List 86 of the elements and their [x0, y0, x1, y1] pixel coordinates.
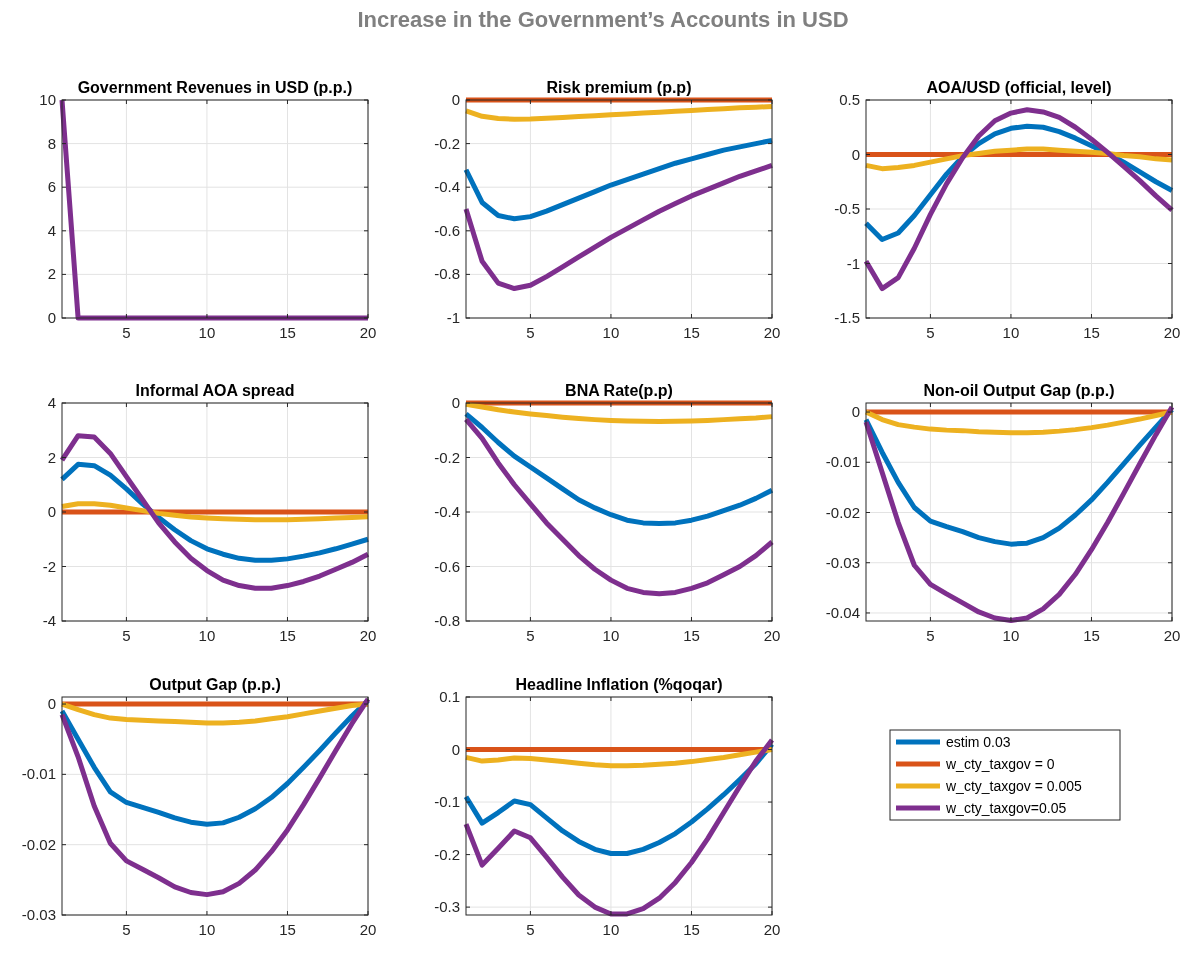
text: Increase in the Government’s Accounts in USD [357, 7, 849, 32]
y-tick-label: -0.4 [434, 503, 460, 520]
x-tick-label: 10 [198, 627, 216, 644]
y-tick-label: 4 [47, 221, 56, 239]
x-tick-label: 15 [1083, 627, 1100, 644]
y-tick-label: 0 [451, 394, 460, 411]
y-tick-label: 0.1 [439, 688, 460, 705]
chart-title: Output Gap (p.p.) [149, 676, 281, 693]
x-tick-label: 5 [122, 921, 131, 938]
y-tick-label: -0.02 [825, 503, 860, 521]
x-tick-label: 5 [926, 324, 935, 341]
x-tick-label: 10 [1002, 627, 1020, 644]
x-tick-label: 10 [1002, 324, 1020, 341]
x-tick-label: 20 [359, 921, 377, 938]
chart-title: Headline Inflation (%qoqar) [515, 676, 723, 693]
chart-title: Government Revenues in USD (p.p.) [77, 79, 353, 96]
x-tick-label: 10 [602, 324, 620, 341]
y-tick-label: 0 [47, 695, 56, 713]
y-tick-label: 6 [47, 178, 56, 196]
y-tick-label: 10 [39, 91, 56, 108]
x-tick-label: 5 [526, 627, 535, 644]
x-tick-label: 15 [279, 921, 296, 938]
x-tick-label: 10 [198, 324, 216, 341]
y-tick-label: -0.04 [825, 603, 860, 621]
chart-title: AOA/USD (official, level) [926, 79, 1112, 96]
chart-title: Informal AOA spread [135, 382, 295, 399]
y-tick-label: -0.3 [434, 898, 460, 916]
y-tick-label: -0.6 [434, 221, 460, 239]
y-tick-label: 4 [47, 394, 56, 411]
y-tick-label: -0.8 [434, 265, 460, 283]
x-tick-label: 10 [602, 921, 620, 938]
y-tick-label: 0 [451, 740, 460, 758]
y-tick-label: -0.4 [434, 178, 460, 196]
x-tick-label: 20 [359, 324, 377, 341]
y-tick-label: -0.03 [21, 906, 56, 923]
y-tick-label: -0.1 [434, 793, 460, 811]
y-tick-label: 0 [851, 403, 860, 421]
y-tick-label: -0.6 [434, 557, 460, 575]
y-tick-label: 0 [851, 145, 860, 163]
y-tick-label: -0.8 [434, 612, 460, 629]
y-tick-label: -0.2 [434, 134, 460, 152]
legend-label: w_cty_taxgov = 0 [945, 756, 1055, 772]
x-tick-label: 5 [926, 627, 935, 644]
y-tick-label: -0.01 [21, 765, 56, 783]
x-tick-label: 20 [1163, 627, 1181, 644]
x-tick-label: 5 [122, 324, 131, 341]
legend-label: w_cty_taxgov = 0.005 [945, 778, 1083, 794]
y-tick-label: -1.5 [834, 309, 860, 326]
y-tick-label: 0 [47, 309, 56, 326]
chart-title: BNA Rate(p.p) [565, 382, 673, 399]
y-tick-label: -0.5 [834, 200, 860, 217]
y-tick-label: -0.01 [825, 453, 860, 471]
chart-title: Risk premium (p.p) [546, 79, 692, 96]
y-tick-label: -0.02 [21, 835, 56, 853]
y-tick-label: -1 [446, 309, 460, 326]
y-tick-label: -0.03 [825, 553, 860, 571]
legend-label: w_cty_taxgov=0.05 [945, 800, 1067, 816]
x-tick-label: 15 [1083, 324, 1100, 341]
y-tick-label: 0 [451, 91, 460, 108]
x-tick-label: 15 [683, 627, 700, 644]
x-tick-label: 10 [198, 921, 216, 938]
x-tick-label: 20 [763, 921, 781, 938]
x-tick-label: 20 [1163, 324, 1181, 341]
x-tick-label: 10 [602, 627, 620, 644]
x-tick-label: 5 [526, 324, 535, 341]
x-tick-label: 20 [763, 627, 781, 644]
x-tick-label: 15 [279, 627, 296, 644]
y-tick-label: 8 [47, 134, 56, 152]
y-tick-label: -0.2 [434, 845, 460, 863]
x-tick-label: 5 [526, 921, 535, 938]
y-tick-label: -0.2 [434, 448, 460, 466]
y-tick-label: 0 [47, 503, 56, 520]
x-tick-label: 20 [359, 627, 377, 644]
x-tick-label: 5 [122, 627, 131, 644]
y-tick-label: -2 [42, 557, 56, 575]
y-tick-label: -4 [42, 612, 56, 629]
y-tick-label: -1 [846, 254, 860, 272]
x-tick-label: 15 [683, 324, 700, 341]
y-tick-label: 2 [47, 448, 56, 466]
y-tick-label: 0.5 [839, 91, 860, 108]
legend-label: estim 0.03 [946, 734, 1011, 750]
x-tick-label: 20 [763, 324, 781, 341]
y-tick-label: 2 [47, 265, 56, 283]
x-tick-label: 15 [683, 921, 700, 938]
chart-title: Non-oil Output Gap (p.p.) [923, 382, 1115, 399]
x-tick-label: 15 [279, 324, 296, 341]
